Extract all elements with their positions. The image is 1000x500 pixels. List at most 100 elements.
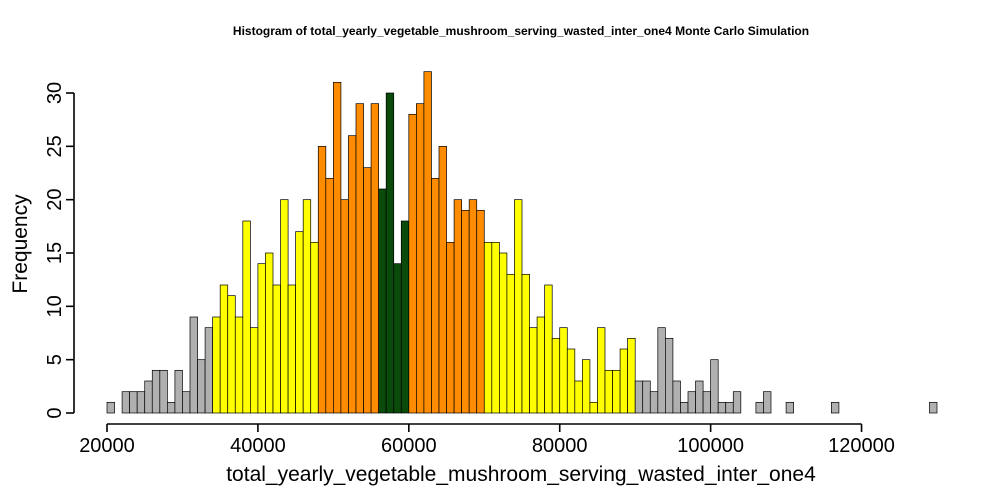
histogram-bar — [355, 103, 364, 414]
histogram-bar — [378, 188, 387, 414]
histogram-bar — [340, 199, 349, 414]
histogram-bar — [151, 369, 161, 414]
histogram-bar — [491, 241, 500, 414]
histogram-bar — [710, 359, 719, 414]
y-tick-label: 10 — [44, 295, 66, 317]
x-tick-label: 60000 — [381, 435, 437, 457]
histogram-bar — [280, 199, 289, 414]
histogram-bar — [672, 380, 681, 414]
histogram-bar — [174, 369, 183, 414]
y-tick-label: 25 — [44, 135, 66, 157]
y-tick-label: 30 — [44, 82, 66, 104]
histogram-bar — [295, 231, 304, 414]
histogram-bar — [453, 199, 462, 414]
histogram-bar — [687, 391, 696, 414]
histogram-bar — [566, 348, 576, 414]
histogram-bar — [483, 241, 493, 414]
histogram-bar — [612, 369, 621, 414]
histogram-bar — [431, 177, 440, 414]
histogram-bar — [725, 401, 734, 414]
x-tick-label: 80000 — [532, 435, 588, 457]
histogram-bar — [634, 380, 644, 414]
histogram-bar — [657, 327, 666, 414]
histogram-bar — [582, 359, 591, 414]
histogram-bar — [182, 391, 191, 414]
histogram-bar — [167, 401, 176, 414]
histogram-bar — [302, 199, 312, 414]
histogram-bar — [717, 401, 727, 414]
histogram-bar — [250, 327, 259, 414]
histogram-bar — [755, 401, 764, 414]
histogram-bar — [370, 103, 379, 414]
histogram-bar — [732, 391, 742, 414]
y-tick-label: 0 — [44, 407, 66, 418]
histogram-bar — [521, 273, 530, 414]
y-tick-label: 15 — [44, 242, 66, 264]
y-axis: 0 5 10 15 20 25 30 — [44, 82, 75, 419]
histogram-bar — [287, 284, 296, 414]
histogram-bar — [763, 391, 772, 414]
histogram-bar — [514, 199, 523, 414]
histogram-bar — [536, 316, 545, 414]
histogram-bar — [544, 284, 553, 414]
histogram-bar — [604, 369, 613, 414]
histogram-bar — [499, 252, 508, 414]
histogram-bar — [785, 401, 794, 414]
histogram-bar — [227, 295, 236, 414]
histogram-bar — [333, 81, 342, 414]
histogram-bar — [476, 209, 485, 414]
histogram-bar — [325, 177, 334, 414]
histogram-bar — [106, 401, 115, 414]
histogram-bar — [159, 369, 168, 414]
y-tick-label: 5 — [44, 354, 66, 365]
histogram-bar — [317, 145, 327, 414]
histogram-bar — [665, 337, 674, 414]
histogram-bar — [348, 135, 357, 414]
histogram-bar — [589, 401, 598, 414]
histogram-bar — [597, 327, 606, 414]
histogram-bar — [619, 348, 628, 414]
histogram-bar — [446, 241, 455, 414]
histogram-bar — [831, 401, 840, 414]
histogram-bar — [136, 391, 146, 414]
histogram-bar — [144, 380, 153, 414]
histogram-bar — [385, 92, 395, 414]
x-tick-label: 20000 — [79, 435, 135, 457]
histogram-bar — [129, 391, 138, 414]
histogram-bar — [574, 380, 583, 414]
x-tick-label: 40000 — [230, 435, 286, 457]
x-tick-label: 100000 — [677, 435, 744, 457]
histogram-bar — [265, 252, 274, 414]
histogram-bar — [393, 263, 402, 414]
histogram-bar — [272, 284, 281, 414]
histogram-bar — [506, 273, 515, 414]
x-axis-label: total_yearly_vegetable_mushroom_serving_… — [226, 463, 816, 486]
histogram-bar — [242, 220, 251, 414]
histogram-bar — [702, 391, 711, 414]
histogram-bar — [408, 113, 417, 414]
histogram-bar — [212, 316, 221, 414]
histogram-bar — [416, 103, 425, 414]
histogram-bar — [400, 220, 410, 414]
histogram-bar — [204, 327, 213, 414]
histogram-bar — [642, 380, 651, 414]
histogram-bar — [234, 316, 244, 414]
chart-title: Histogram of total_yearly_vegetable_mush… — [233, 24, 809, 38]
histogram-bar — [219, 284, 229, 414]
histogram-bar — [363, 167, 372, 414]
histogram-bar — [468, 199, 478, 414]
histogram-bar — [551, 337, 561, 414]
histogram-bar — [121, 391, 130, 414]
histogram-bar — [627, 337, 636, 414]
histogram-bars — [106, 71, 938, 414]
x-tick-label: 120000 — [828, 435, 895, 457]
histogram-bar — [929, 401, 938, 414]
histogram-bar — [559, 327, 568, 414]
histogram-bar — [310, 241, 319, 414]
histogram-bar — [423, 71, 432, 414]
histogram-bar — [189, 316, 198, 414]
histogram-bar — [257, 263, 266, 414]
y-tick-label: 20 — [44, 189, 66, 211]
histogram-bar — [695, 380, 704, 414]
